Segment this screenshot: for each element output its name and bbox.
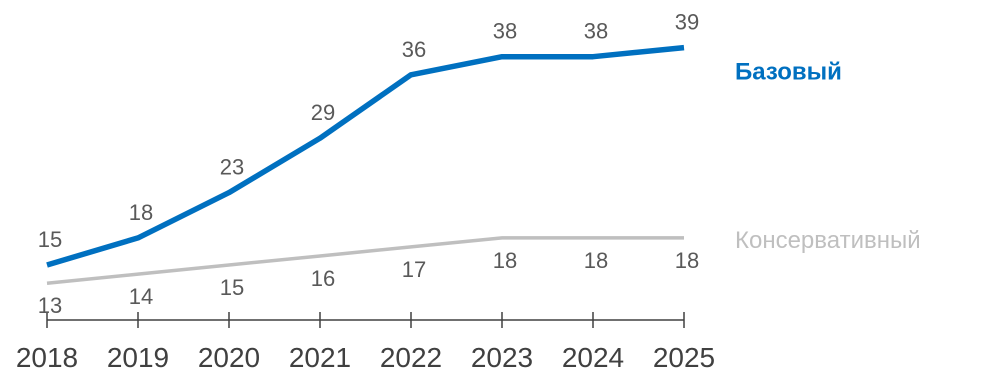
data-label: 36 bbox=[402, 37, 426, 62]
data-label: 39 bbox=[675, 10, 699, 35]
data-label: 23 bbox=[220, 155, 244, 180]
data-label: 14 bbox=[129, 284, 153, 309]
x-tick-label: 2020 bbox=[198, 342, 260, 369]
data-label: 16 bbox=[311, 266, 335, 291]
x-axis: 2018 2019 2020 2021 2022 2023 2024 2025 bbox=[16, 312, 715, 369]
data-label: 15 bbox=[38, 227, 62, 252]
data-label: 29 bbox=[311, 100, 335, 125]
x-tick-label: 2025 bbox=[653, 342, 715, 369]
data-label: 38 bbox=[493, 19, 517, 44]
legend: Базовый Консервативный bbox=[735, 59, 921, 254]
data-label: 13 bbox=[38, 293, 62, 318]
data-label: 17 bbox=[402, 257, 426, 282]
data-label: 15 bbox=[220, 275, 244, 300]
x-tick-label: 2018 bbox=[16, 342, 78, 369]
data-label: 18 bbox=[493, 248, 517, 273]
x-tick-label: 2022 bbox=[380, 342, 442, 369]
x-tick-label: 2019 bbox=[107, 342, 169, 369]
legend-label: Консервативный bbox=[735, 227, 921, 254]
data-label: 18 bbox=[129, 200, 153, 225]
x-tick-label: 2024 bbox=[562, 342, 624, 369]
x-tick-label: 2023 bbox=[471, 342, 533, 369]
data-label: 18 bbox=[584, 248, 608, 273]
legend-label: Базовый bbox=[735, 59, 842, 86]
x-tick-label: 2021 bbox=[289, 342, 351, 369]
data-label: 18 bbox=[675, 248, 699, 273]
series-line-0 bbox=[47, 48, 684, 265]
data-label: 38 bbox=[584, 19, 608, 44]
